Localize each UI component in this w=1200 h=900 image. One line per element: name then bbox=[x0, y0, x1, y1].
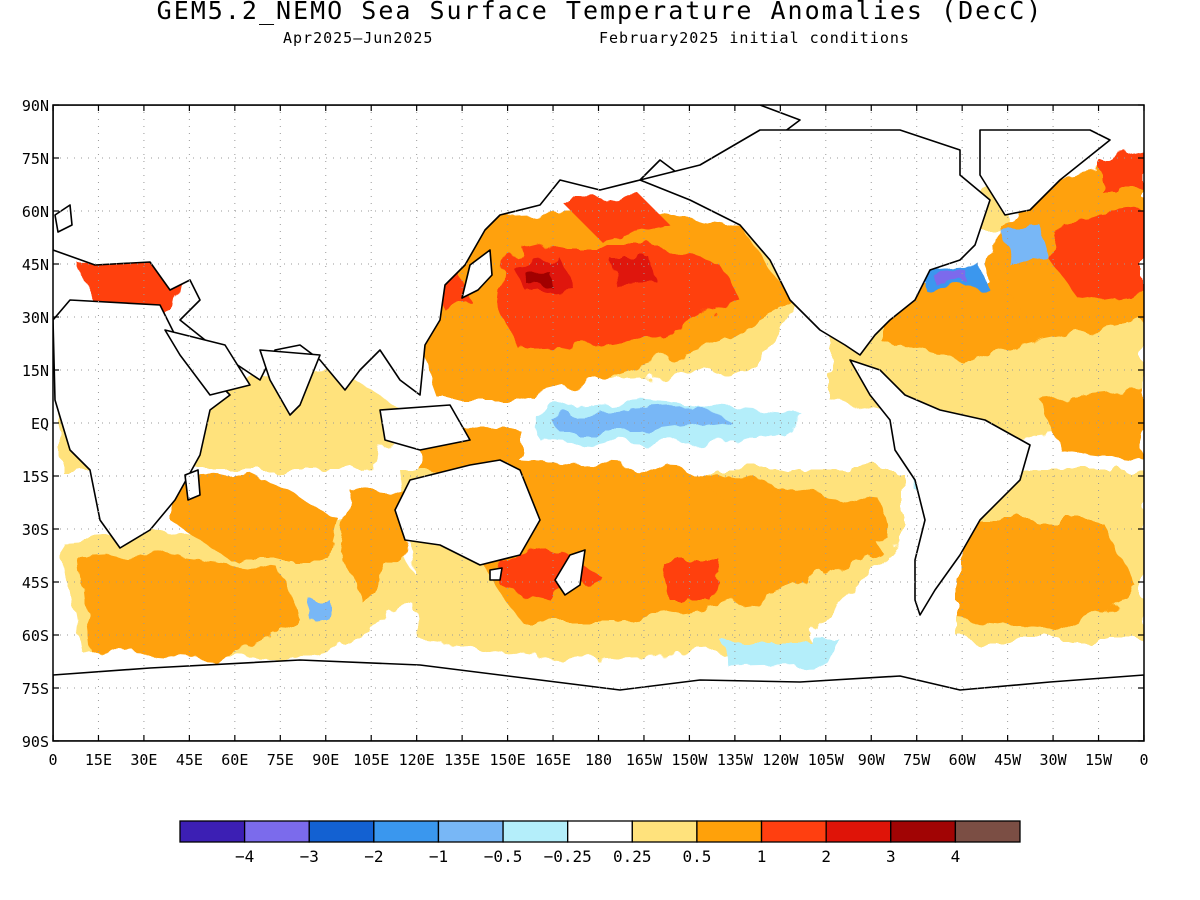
lat-tick-label: 60S bbox=[22, 627, 49, 645]
lon-tick-label: 150E bbox=[490, 751, 526, 769]
colorbar-label: −2 bbox=[364, 847, 383, 866]
colorbar-label: 1 bbox=[757, 847, 767, 866]
lon-tick-label: 75E bbox=[267, 751, 294, 769]
colorbar-swatch bbox=[954, 820, 1021, 843]
colorbar-swatch bbox=[179, 820, 246, 843]
lon-tick-label: 165W bbox=[626, 751, 663, 769]
colorbar-label: −4 bbox=[235, 847, 254, 866]
forecast-period: Apr2025–Jun2025 bbox=[283, 29, 434, 47]
lat-tick-label: 15N bbox=[22, 362, 49, 380]
colorbar-swatch bbox=[373, 820, 440, 843]
colorbar-label: 3 bbox=[886, 847, 896, 866]
lat-tick-label: 15S bbox=[22, 468, 49, 486]
lat-tick-label: 75N bbox=[22, 150, 49, 168]
colorbar-label: 2 bbox=[821, 847, 831, 866]
lon-tick-label: 0 bbox=[1139, 751, 1148, 769]
lon-tick-label: 60W bbox=[949, 751, 977, 769]
lon-tick-label: 45E bbox=[176, 751, 203, 769]
colorbar-label: 4 bbox=[951, 847, 961, 866]
lon-tick-label: 90E bbox=[312, 751, 339, 769]
colorbar-swatch bbox=[631, 820, 698, 843]
lat-tick-label: EQ bbox=[31, 415, 49, 433]
lat-tick-label: 90S bbox=[22, 733, 49, 751]
longitude-axis: 0 15E 30E 45E 60E 75E 90E 105E 120E 135E 150E 165E 1… bbox=[48, 751, 1148, 769]
lat-tick-label: 60N bbox=[22, 203, 49, 221]
colorbar bbox=[179, 820, 1021, 843]
coastlines bbox=[53, 105, 1144, 741]
latitude-axis: 90N 75N 60N 45N 30N 15N EQ 15S 30S 45S 60S 75S 90S bbox=[22, 97, 49, 751]
lat-tick-label: 30N bbox=[22, 309, 49, 327]
lon-tick-label: 30E bbox=[130, 751, 157, 769]
lon-tick-label: 45W bbox=[994, 751, 1022, 769]
colorbar-labels: −4 −3 −2 −1 −0.5 −0.25 0.25 0.5 1 2 3 4 bbox=[235, 847, 960, 866]
colorbar-swatch bbox=[308, 820, 375, 843]
colorbar-swatch bbox=[890, 820, 957, 843]
graticule bbox=[53, 105, 1144, 741]
lon-tick-label: 15W bbox=[1085, 751, 1113, 769]
colorbar-label: −0.25 bbox=[544, 847, 592, 866]
colorbar-label: −0.5 bbox=[484, 847, 523, 866]
colorbar-swatch bbox=[243, 820, 310, 843]
lon-tick-label: 135E bbox=[444, 751, 480, 769]
lon-tick-label: 90W bbox=[858, 751, 886, 769]
lon-tick-label: 135W bbox=[717, 751, 754, 769]
lon-tick-label: 30W bbox=[1040, 751, 1068, 769]
colorbar-swatch bbox=[696, 820, 763, 843]
lon-tick-label: 165E bbox=[535, 751, 571, 769]
colorbar-label: −1 bbox=[429, 847, 448, 866]
lon-tick-label: 105E bbox=[353, 751, 389, 769]
colorbar-swatch bbox=[437, 820, 504, 843]
lat-tick-label: 90N bbox=[22, 97, 49, 115]
colorbar-swatch bbox=[825, 820, 892, 843]
lon-tick-label: 120W bbox=[762, 751, 799, 769]
lon-tick-label: 0 bbox=[48, 751, 57, 769]
colorbar-swatch bbox=[760, 820, 827, 843]
lat-tick-label: 45S bbox=[22, 574, 49, 592]
lon-tick-label: 180 bbox=[585, 751, 612, 769]
colorbar-label: −3 bbox=[300, 847, 319, 866]
axis-ticks bbox=[52, 104, 1145, 742]
initial-conditions: February2025 initial conditions bbox=[599, 29, 910, 47]
colorbar-swatch bbox=[567, 820, 633, 843]
map-title: GEM5.2_NEMO Sea Surface Temperature Anom… bbox=[156, 0, 1044, 25]
lon-tick-label: 120E bbox=[399, 751, 435, 769]
lon-tick-label: 60E bbox=[221, 751, 248, 769]
lon-tick-label: 150W bbox=[671, 751, 708, 769]
lat-tick-label: 30S bbox=[22, 521, 49, 539]
colorbar-label: 0.25 bbox=[613, 847, 652, 866]
lat-tick-label: 75S bbox=[22, 680, 49, 698]
lon-tick-label: 15E bbox=[85, 751, 112, 769]
lon-tick-label: 105W bbox=[808, 751, 845, 769]
colorbar-label: 0.5 bbox=[682, 847, 711, 866]
colorbar-swatch bbox=[502, 820, 569, 843]
lat-tick-label: 45N bbox=[22, 256, 49, 274]
lon-tick-label: 75W bbox=[903, 751, 931, 769]
